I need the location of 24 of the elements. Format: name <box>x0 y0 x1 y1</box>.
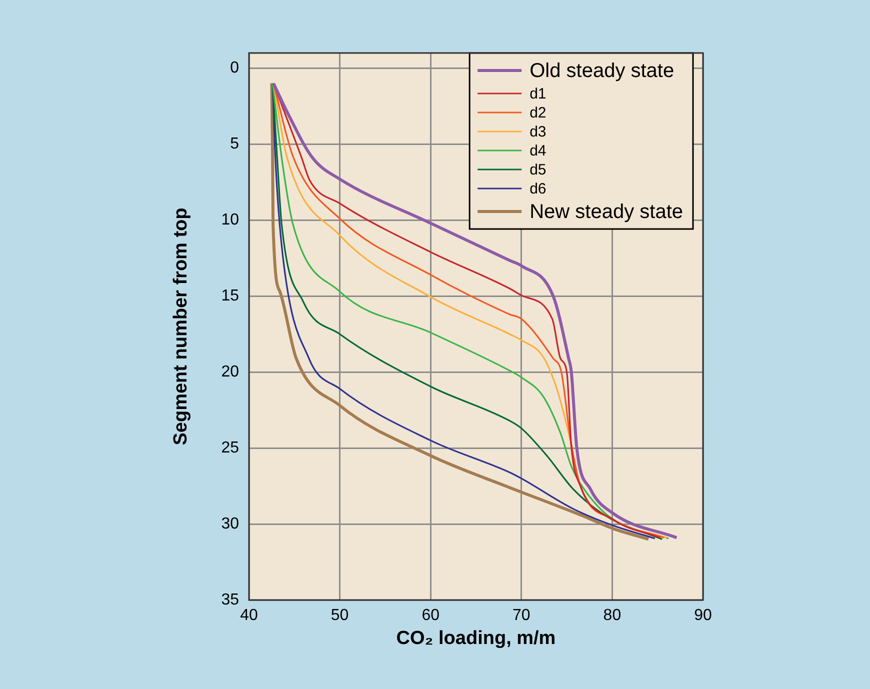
y-tick-label: 20 <box>221 363 240 380</box>
y-tick-label: 15 <box>221 288 240 305</box>
legend-label: Old steady state <box>530 60 674 82</box>
x-tick-label: 60 <box>422 607 440 624</box>
legend-label: d6 <box>530 180 546 198</box>
x-axis-title: CO₂ loading, m/m <box>396 628 556 649</box>
y-tick-label: 5 <box>230 136 240 153</box>
y-tick-label: 0 <box>230 60 240 77</box>
y-axis-title: Segment number from top <box>170 208 192 446</box>
x-tick-label: 50 <box>330 607 349 624</box>
x-tick-label: 80 <box>603 607 622 624</box>
legend-label: d2 <box>530 104 546 122</box>
y-tick-label: 35 <box>221 591 240 608</box>
y-tick-label: 30 <box>221 515 240 532</box>
y-tick-label: 10 <box>221 212 240 229</box>
legend-label: d4 <box>530 142 546 160</box>
x-tick-label: 70 <box>512 607 530 624</box>
y-tick-label: 25 <box>221 439 240 456</box>
x-tick-label: 90 <box>694 607 712 624</box>
legend-label: d5 <box>530 162 546 179</box>
legend-label: d1 <box>530 86 546 103</box>
legend-label: New steady state <box>530 201 684 224</box>
x-tick-label: 40 <box>240 607 258 624</box>
legend-label: d3 <box>530 124 546 141</box>
